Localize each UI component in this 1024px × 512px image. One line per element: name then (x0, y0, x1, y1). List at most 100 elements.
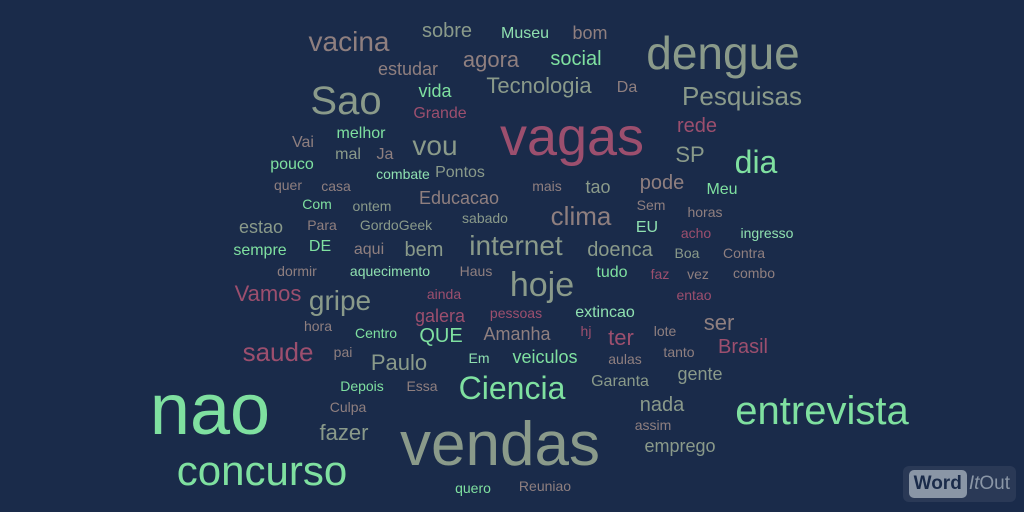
word-vamos: Vamos (234, 281, 302, 306)
word-aquecimento: aquecimento (349, 263, 431, 279)
word-sempre: sempre (233, 242, 287, 259)
word-pontos: Pontos (435, 164, 485, 181)
word-culpa: Culpa (329, 399, 367, 415)
word-nao: nao (149, 370, 271, 450)
word-entao: entao (676, 287, 712, 303)
word-combo: combo (732, 265, 776, 281)
word-tudo: tudo (596, 264, 628, 281)
word-ingresso: ingresso (740, 225, 794, 241)
word-estao: estao (238, 217, 284, 237)
word-hj: hj (580, 323, 592, 339)
word-vez: vez (687, 266, 709, 282)
word-brasil: Brasil (717, 336, 769, 358)
word-pode: pode (639, 172, 685, 194)
word-veiculos: veiculos (512, 347, 578, 367)
word-educacao: Educacao (418, 188, 500, 208)
word-acho: acho (680, 225, 712, 241)
word-quer: quer (273, 177, 303, 193)
word-eu: EU (635, 219, 659, 236)
word-ter: ter (608, 325, 634, 350)
word-faz: faz (650, 266, 670, 282)
word-gripe: gripe (308, 285, 372, 316)
word-bem: bem (404, 239, 444, 261)
word-aqui: aqui (353, 241, 385, 258)
word-dormir: dormir (277, 263, 317, 279)
word-hoje: hoje (509, 266, 575, 304)
word-vacina: vacina (308, 26, 390, 57)
word-ser: ser (703, 310, 735, 335)
word-sem: Sem (636, 197, 666, 213)
word-garanta: Garanta (591, 373, 649, 390)
word-grande: Grande (413, 105, 467, 122)
word-dia: dia (734, 144, 778, 180)
word-quero: quero (455, 480, 491, 496)
word-assim: assim (634, 417, 672, 433)
word-museu: Museu (500, 25, 550, 42)
wordle-logo: Word ItOut (902, 466, 1016, 502)
word-fazer: fazer (319, 420, 369, 445)
word-rede: rede (676, 115, 718, 137)
word-agora: agora (462, 47, 520, 72)
word-combate: combate (376, 166, 430, 182)
word-boa: Boa (674, 245, 700, 261)
word-melhor: melhor (336, 125, 386, 142)
word-vendas: vendas (400, 410, 600, 479)
word-saude: saude (242, 337, 314, 367)
word-em: Em (468, 350, 490, 366)
word-para: Para (307, 217, 337, 233)
word-aulas: aulas (608, 351, 642, 367)
word-bom: bom (572, 23, 608, 43)
word-horas: horas (687, 204, 723, 220)
word-amanha: Amanha (483, 324, 551, 344)
word-mal: mal (335, 146, 361, 163)
word-meu: Meu (706, 181, 738, 198)
word-essa: Essa (406, 378, 438, 394)
word-hora: hora (303, 318, 333, 334)
word-sobre: sobre (421, 20, 473, 42)
word-de: DE (308, 238, 332, 255)
word-lote: lote (653, 323, 677, 339)
word-sabado: sabado (462, 210, 508, 226)
word-ainda: ainda (426, 286, 462, 302)
word-depois: Depois (340, 378, 384, 394)
word-entrevista: entrevista (735, 389, 909, 433)
word-vai: Vai (292, 134, 314, 151)
word-clima: clima (550, 201, 612, 231)
word-vida: vida (418, 81, 452, 101)
word-pai: pai (333, 344, 353, 360)
word-vagas: vagas (499, 107, 645, 167)
word-contra: Contra (722, 245, 766, 261)
word-social: social (550, 48, 602, 70)
word-tao: tao (585, 177, 611, 197)
word-sp: SP (675, 142, 705, 167)
word-ciencia: Ciencia (458, 370, 566, 406)
word-reuniao: Reuniao (518, 478, 572, 494)
word-estudar: estudar (377, 59, 439, 79)
word-pouco: pouco (270, 156, 314, 173)
word-tecnologia: Tecnologia (486, 73, 592, 98)
word-ja: Ja (376, 146, 394, 163)
word-gente: gente (677, 364, 723, 384)
word-doenca: doenca (587, 239, 653, 261)
word-paulo: Paulo (370, 350, 428, 375)
word-mais: mais (532, 178, 562, 194)
word-centro: Centro (354, 325, 398, 341)
word-tanto: tanto (663, 344, 695, 360)
logo-it-out: ItOut (968, 473, 1010, 494)
word-casa: casa (321, 178, 351, 194)
word-pessoas: pessoas (489, 305, 543, 321)
word-emprego: emprego (644, 436, 716, 456)
word-com: Com (302, 196, 332, 212)
logo-word: Word (908, 470, 967, 498)
word-dengue: dengue (646, 27, 800, 79)
word-galera: galera (414, 306, 466, 326)
word-gordogeek: GordoGeek (359, 217, 433, 233)
word-pesquisas: Pesquisas (682, 81, 802, 111)
word-vou: vou (412, 130, 458, 161)
word-da: Da (616, 79, 638, 96)
word-nada: nada (639, 394, 685, 416)
word-ontem: ontem (352, 198, 392, 214)
word-concurso: concurso (176, 447, 348, 494)
word-que: QUE (419, 325, 463, 347)
